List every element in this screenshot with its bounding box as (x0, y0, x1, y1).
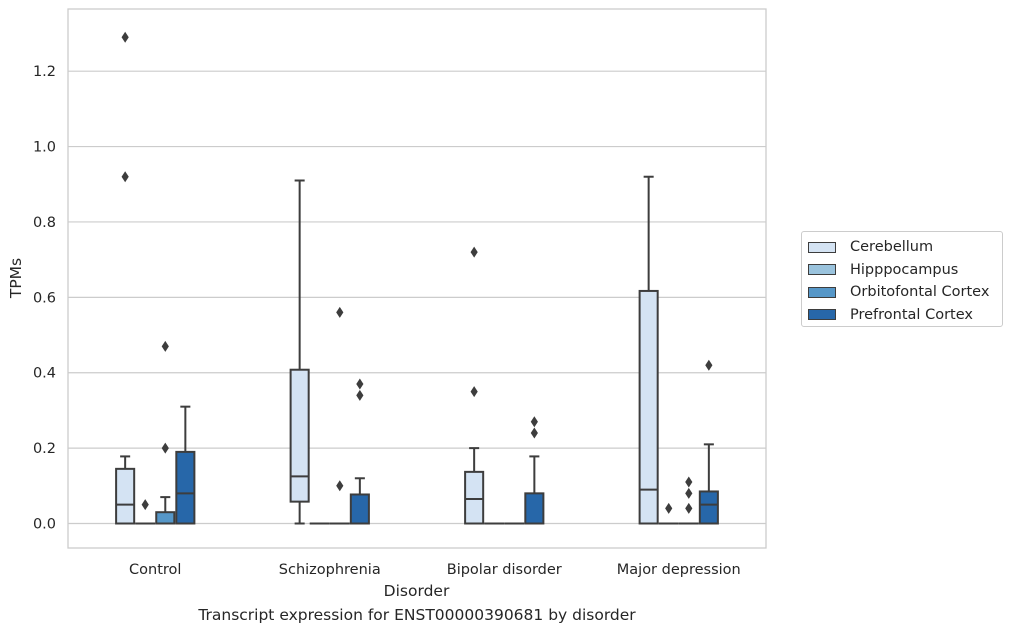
flier-point (665, 502, 673, 514)
legend-swatch-prefrontal-cortex (808, 309, 836, 321)
box-prefrontal-cortex (349, 378, 370, 525)
plot-frame (67, 8, 767, 549)
box-body (349, 493, 370, 525)
gridlines (68, 70, 766, 525)
box-cerebellum (638, 175, 659, 525)
legend-item-hippocampus: Hipppocampus (808, 259, 1002, 282)
x-axis-label: Disorder (384, 582, 450, 600)
flier-point (336, 480, 344, 492)
flier-point (161, 340, 169, 352)
legend-label-orbitofrontal-cortex: Orbitofontal Cortex (850, 284, 990, 301)
flier-point (685, 487, 693, 499)
box-body (464, 470, 485, 525)
box-body (115, 467, 136, 525)
flier-point (356, 389, 364, 401)
box-cerebellum (289, 179, 310, 525)
box-prefrontal-cortex (175, 405, 196, 525)
flier-point (336, 306, 344, 318)
box-hipppocampus (658, 502, 679, 525)
legend-swatch-orbitofrontal-cortex (808, 286, 836, 298)
legend-item-orbitofrontal-cortex: Orbitofontal Cortex (808, 281, 1002, 304)
box-plot-area (115, 31, 719, 525)
box-cerebellum (464, 246, 485, 525)
flier-point (161, 442, 169, 454)
box-body (155, 511, 176, 525)
x-tick-labels: Control Schizophrenia Bipolar disorder Majo… (129, 562, 741, 578)
box-body (638, 289, 659, 525)
legend-swatch-cerebellum (808, 241, 836, 253)
y-tick-label: 1.2 (33, 64, 56, 80)
legend: Cerebellum Hipppocampus Orbitofontal Cor… (801, 231, 1003, 327)
legend-item-prefrontal-cortex: Prefrontal Cortex (808, 304, 1002, 327)
y-tick-label: 1.0 (33, 140, 56, 156)
box-orbitofontal-cortex (329, 306, 350, 525)
flier-point (356, 378, 364, 390)
y-tick-label: 0.4 (33, 366, 56, 382)
box-hipppocampus (135, 499, 156, 525)
box-prefrontal-cortex (698, 359, 719, 525)
y-tick-labels: 0.0 0.2 0.4 0.6 0.8 1.0 1.2 (33, 64, 56, 532)
flier-point (530, 427, 538, 439)
flier-point (685, 476, 693, 488)
flier-point (121, 31, 129, 43)
box-cerebellum (115, 31, 136, 525)
box-orbitofontal-cortex (155, 340, 176, 525)
box-body (524, 492, 545, 525)
box-orbitofontal-cortex (678, 476, 699, 525)
flier-point (470, 386, 478, 398)
y-tick-label: 0.0 (33, 517, 56, 533)
legend-swatch-hippocampus (808, 264, 836, 276)
flier-point (121, 171, 129, 183)
box-body (698, 490, 719, 525)
legend-label-hippocampus: Hipppocampus (850, 261, 959, 278)
x-tick-label: Control (129, 562, 181, 578)
flier-point (470, 246, 478, 258)
x-tick-label: Schizophrenia (279, 562, 381, 578)
flier-point (530, 416, 538, 428)
x-tick-label: Bipolar disorder (447, 562, 562, 578)
y-tick-label: 0.8 (33, 215, 56, 231)
flier-point (685, 502, 693, 514)
legend-label-cerebellum: Cerebellum (850, 239, 934, 256)
box-prefrontal-cortex (524, 416, 545, 525)
flier-point (141, 499, 149, 511)
flier-point (705, 359, 713, 371)
box-body (175, 450, 196, 525)
chart-caption: Transcript expression for ENST0000039068… (198, 606, 636, 624)
y-axis-label: TPMs (7, 258, 25, 299)
legend-label-prefrontal-cortex: Prefrontal Cortex (850, 306, 973, 323)
y-tick-label: 0.2 (33, 441, 56, 457)
box-body (289, 368, 310, 503)
y-tick-label: 0.6 (33, 290, 56, 306)
x-tick-label: Major depression (617, 562, 741, 578)
legend-item-cerebellum: Cerebellum (808, 236, 1002, 259)
